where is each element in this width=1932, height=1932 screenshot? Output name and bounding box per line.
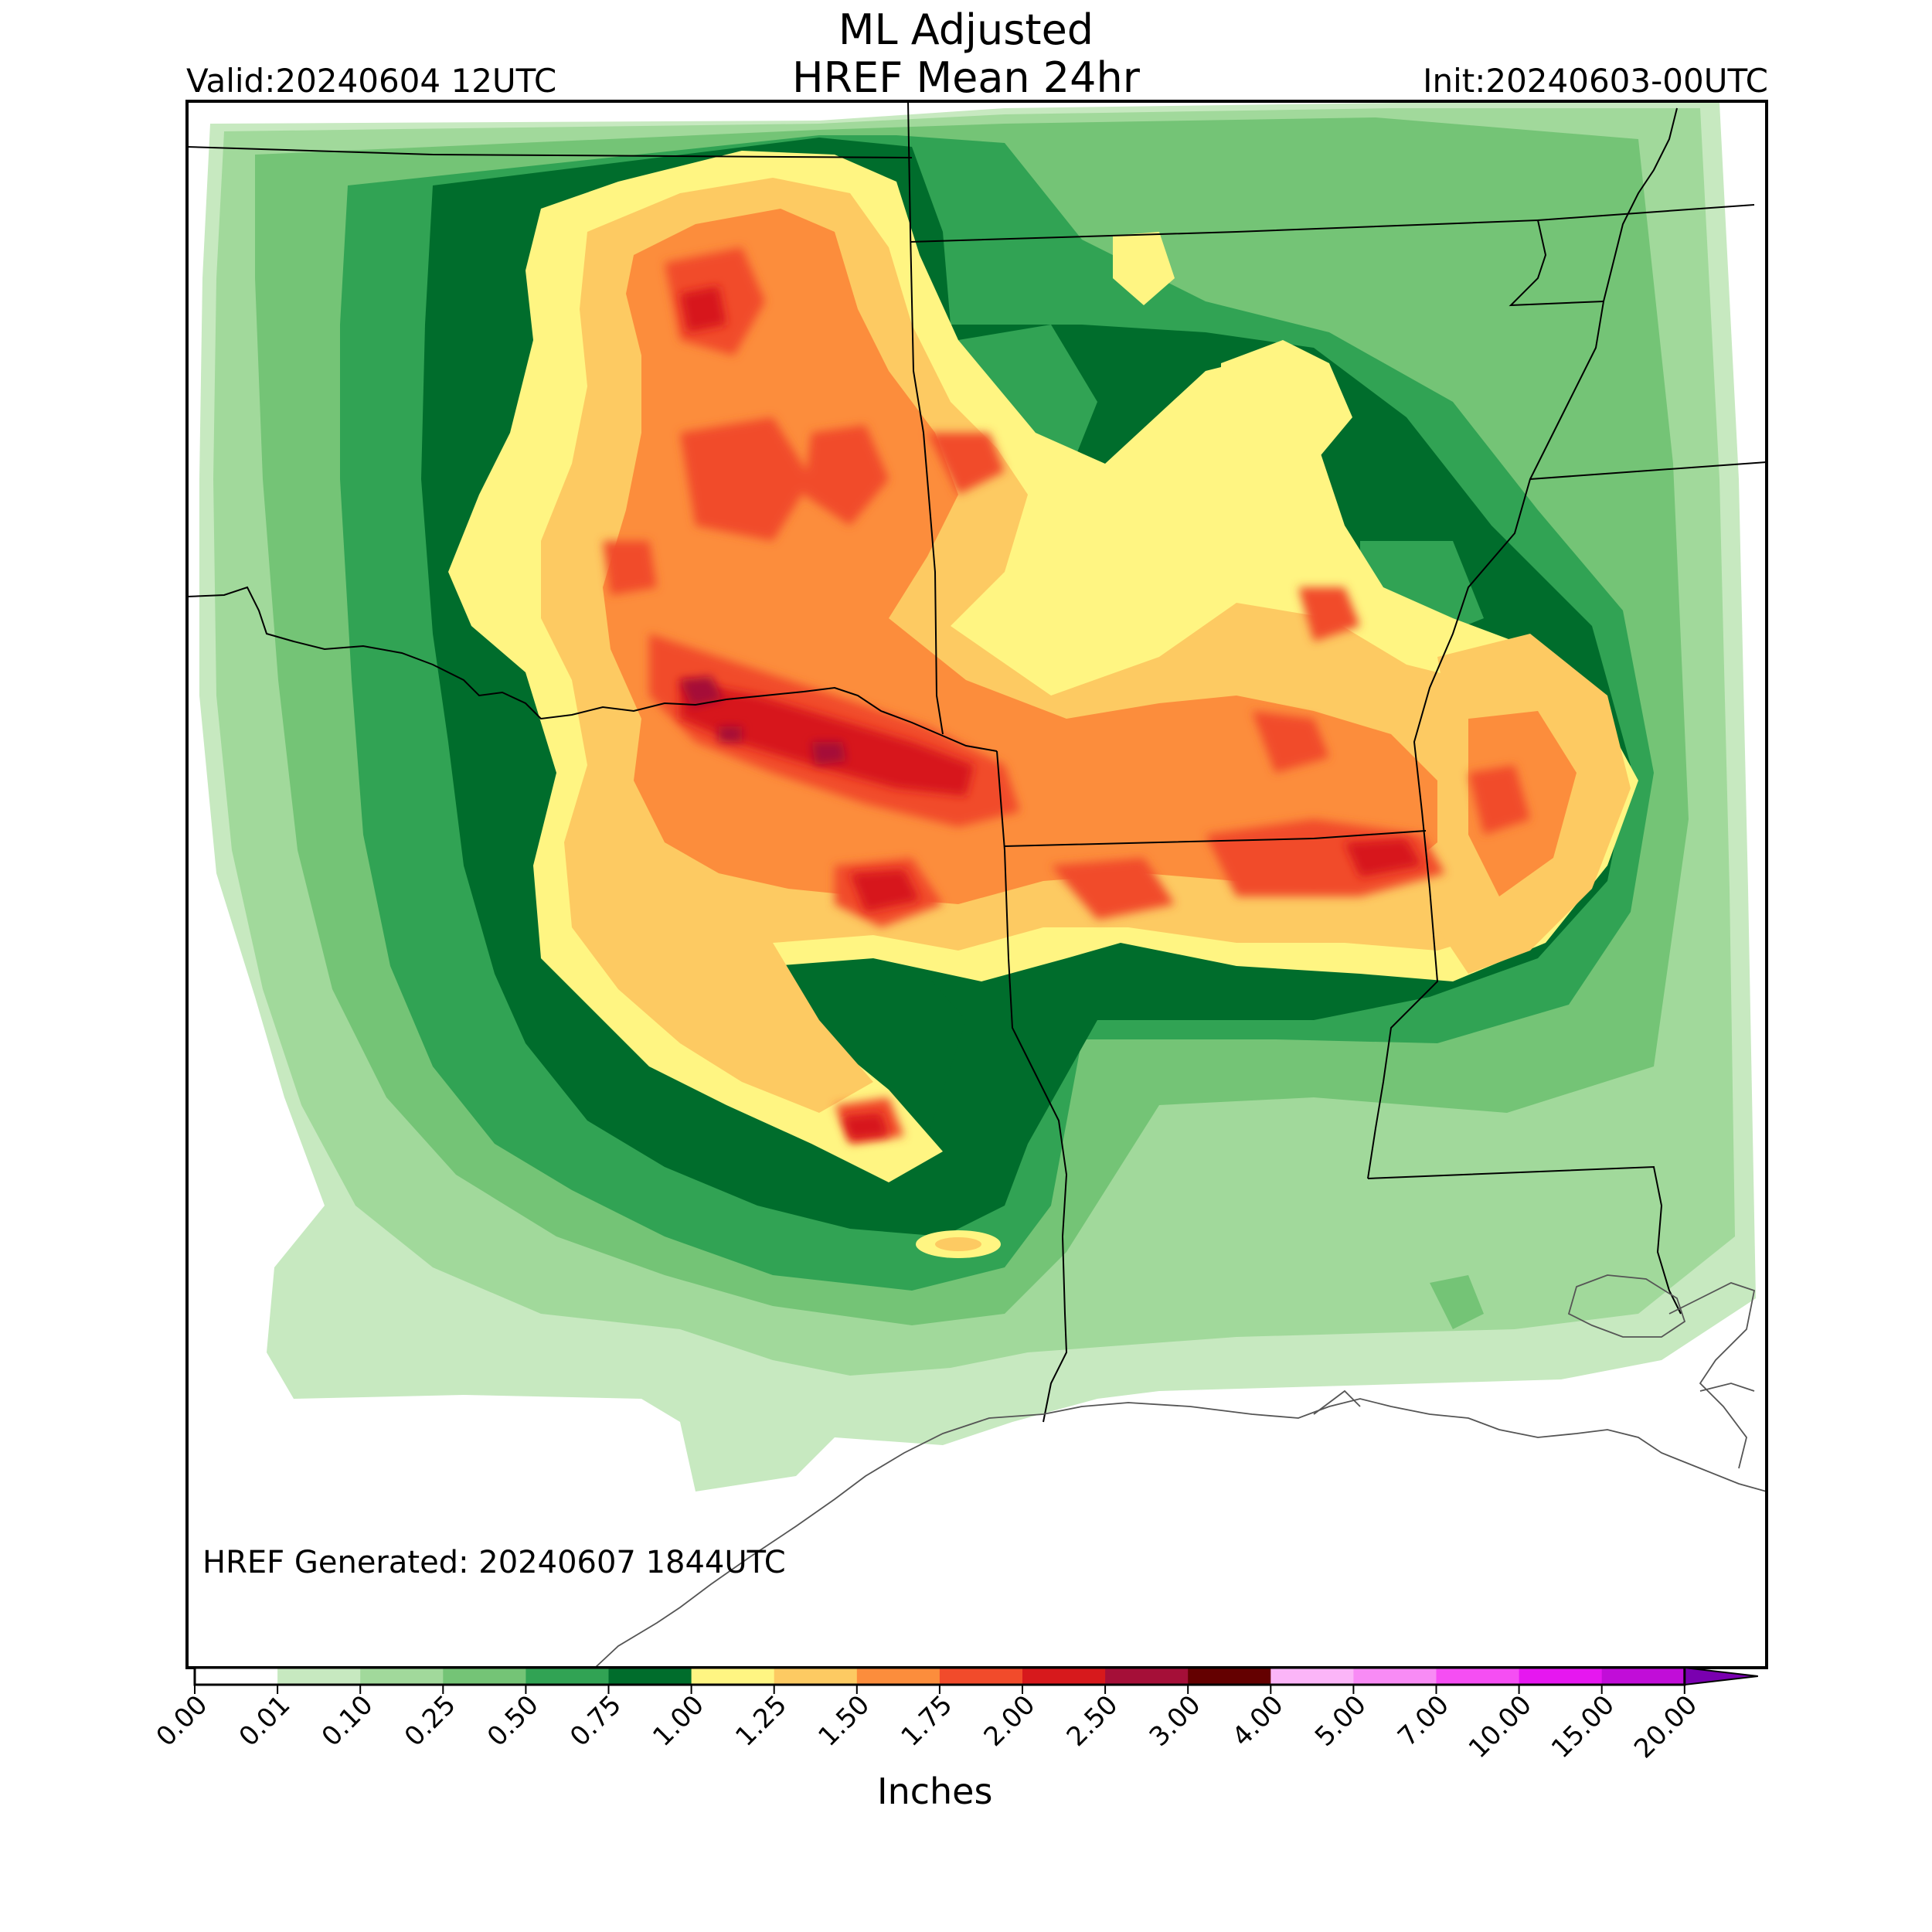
colorbar-tick-label: 0.10 (316, 1689, 379, 1753)
colorbar-swatch (1353, 1668, 1437, 1685)
colorbar-units-label: Inches (877, 1770, 993, 1812)
colorbar-swatch (443, 1668, 526, 1685)
init-time: Init:20240603-00UTC (1423, 62, 1768, 100)
colorbar-swatch (1270, 1668, 1354, 1685)
colorbar-swatch (939, 1668, 1023, 1685)
precip-field (199, 103, 1756, 1492)
colorbar-swatch (1188, 1668, 1271, 1685)
colorbar-tick-label: 0.50 (481, 1689, 545, 1753)
colorbar-swatch (856, 1668, 940, 1685)
map-title-line1: ML Adjusted (838, 5, 1094, 54)
coastline (594, 1274, 1767, 1668)
colorbar-swatch (1519, 1668, 1603, 1685)
colorbar: 0.00 0.01 0.10 0.25 0.50 0.75 1.00 1.25 1.50 1.75… (151, 1666, 1758, 1764)
colorbar-tick-label: 4.00 (1226, 1689, 1290, 1753)
colorbar-tick-label: 0.01 (233, 1689, 297, 1753)
generated-time: HREF Generated: 20240607 1844UTC (202, 1545, 786, 1580)
colorbar-tick-label: 10.00 (1463, 1689, 1538, 1764)
colorbar-swatch (608, 1668, 692, 1685)
colorbar-swatch (1601, 1668, 1685, 1685)
colorbar-tick-label: 2.50 (1061, 1689, 1124, 1753)
colorbar-tick-label: 15.00 (1546, 1689, 1621, 1764)
colorbar-swatch (526, 1668, 609, 1685)
colorbar-extend-arrow (1683, 1666, 1758, 1686)
map-title-line2: HREF Mean 24hr (792, 53, 1140, 102)
colorbar-swatch (691, 1668, 775, 1685)
colorbar-tick-label: 1.25 (730, 1689, 793, 1753)
colorbar-tick-label: 0.00 (151, 1689, 214, 1753)
valid-time: Valid:20240604 12UTC (186, 62, 557, 100)
colorbar-swatch (774, 1668, 858, 1685)
colorbar-tick-label: 7.00 (1392, 1689, 1455, 1753)
colorbar-tick-label: 0.75 (564, 1689, 628, 1753)
colorbar-swatch (360, 1668, 444, 1685)
colorbar-swatch (277, 1668, 361, 1685)
colorbar-tick-label: 0.25 (399, 1689, 462, 1753)
colorbar-swatch (1436, 1668, 1520, 1685)
colorbar-swatch (1022, 1668, 1106, 1685)
colorbar-tick-label: 2.00 (978, 1689, 1042, 1753)
colorbar-tick-label: 5.00 (1309, 1689, 1372, 1753)
colorbar-tick-label: 1.00 (647, 1689, 710, 1753)
colorbar-swatch (195, 1668, 278, 1685)
colorbar-tick-label: 3.00 (1144, 1689, 1207, 1753)
colorbar-tick-label: 1.75 (895, 1689, 958, 1753)
colorbar-swatch (1105, 1668, 1189, 1685)
colorbar-tick-label: 20.00 (1628, 1689, 1703, 1764)
colorbar-tick-label: 1.50 (812, 1689, 876, 1753)
